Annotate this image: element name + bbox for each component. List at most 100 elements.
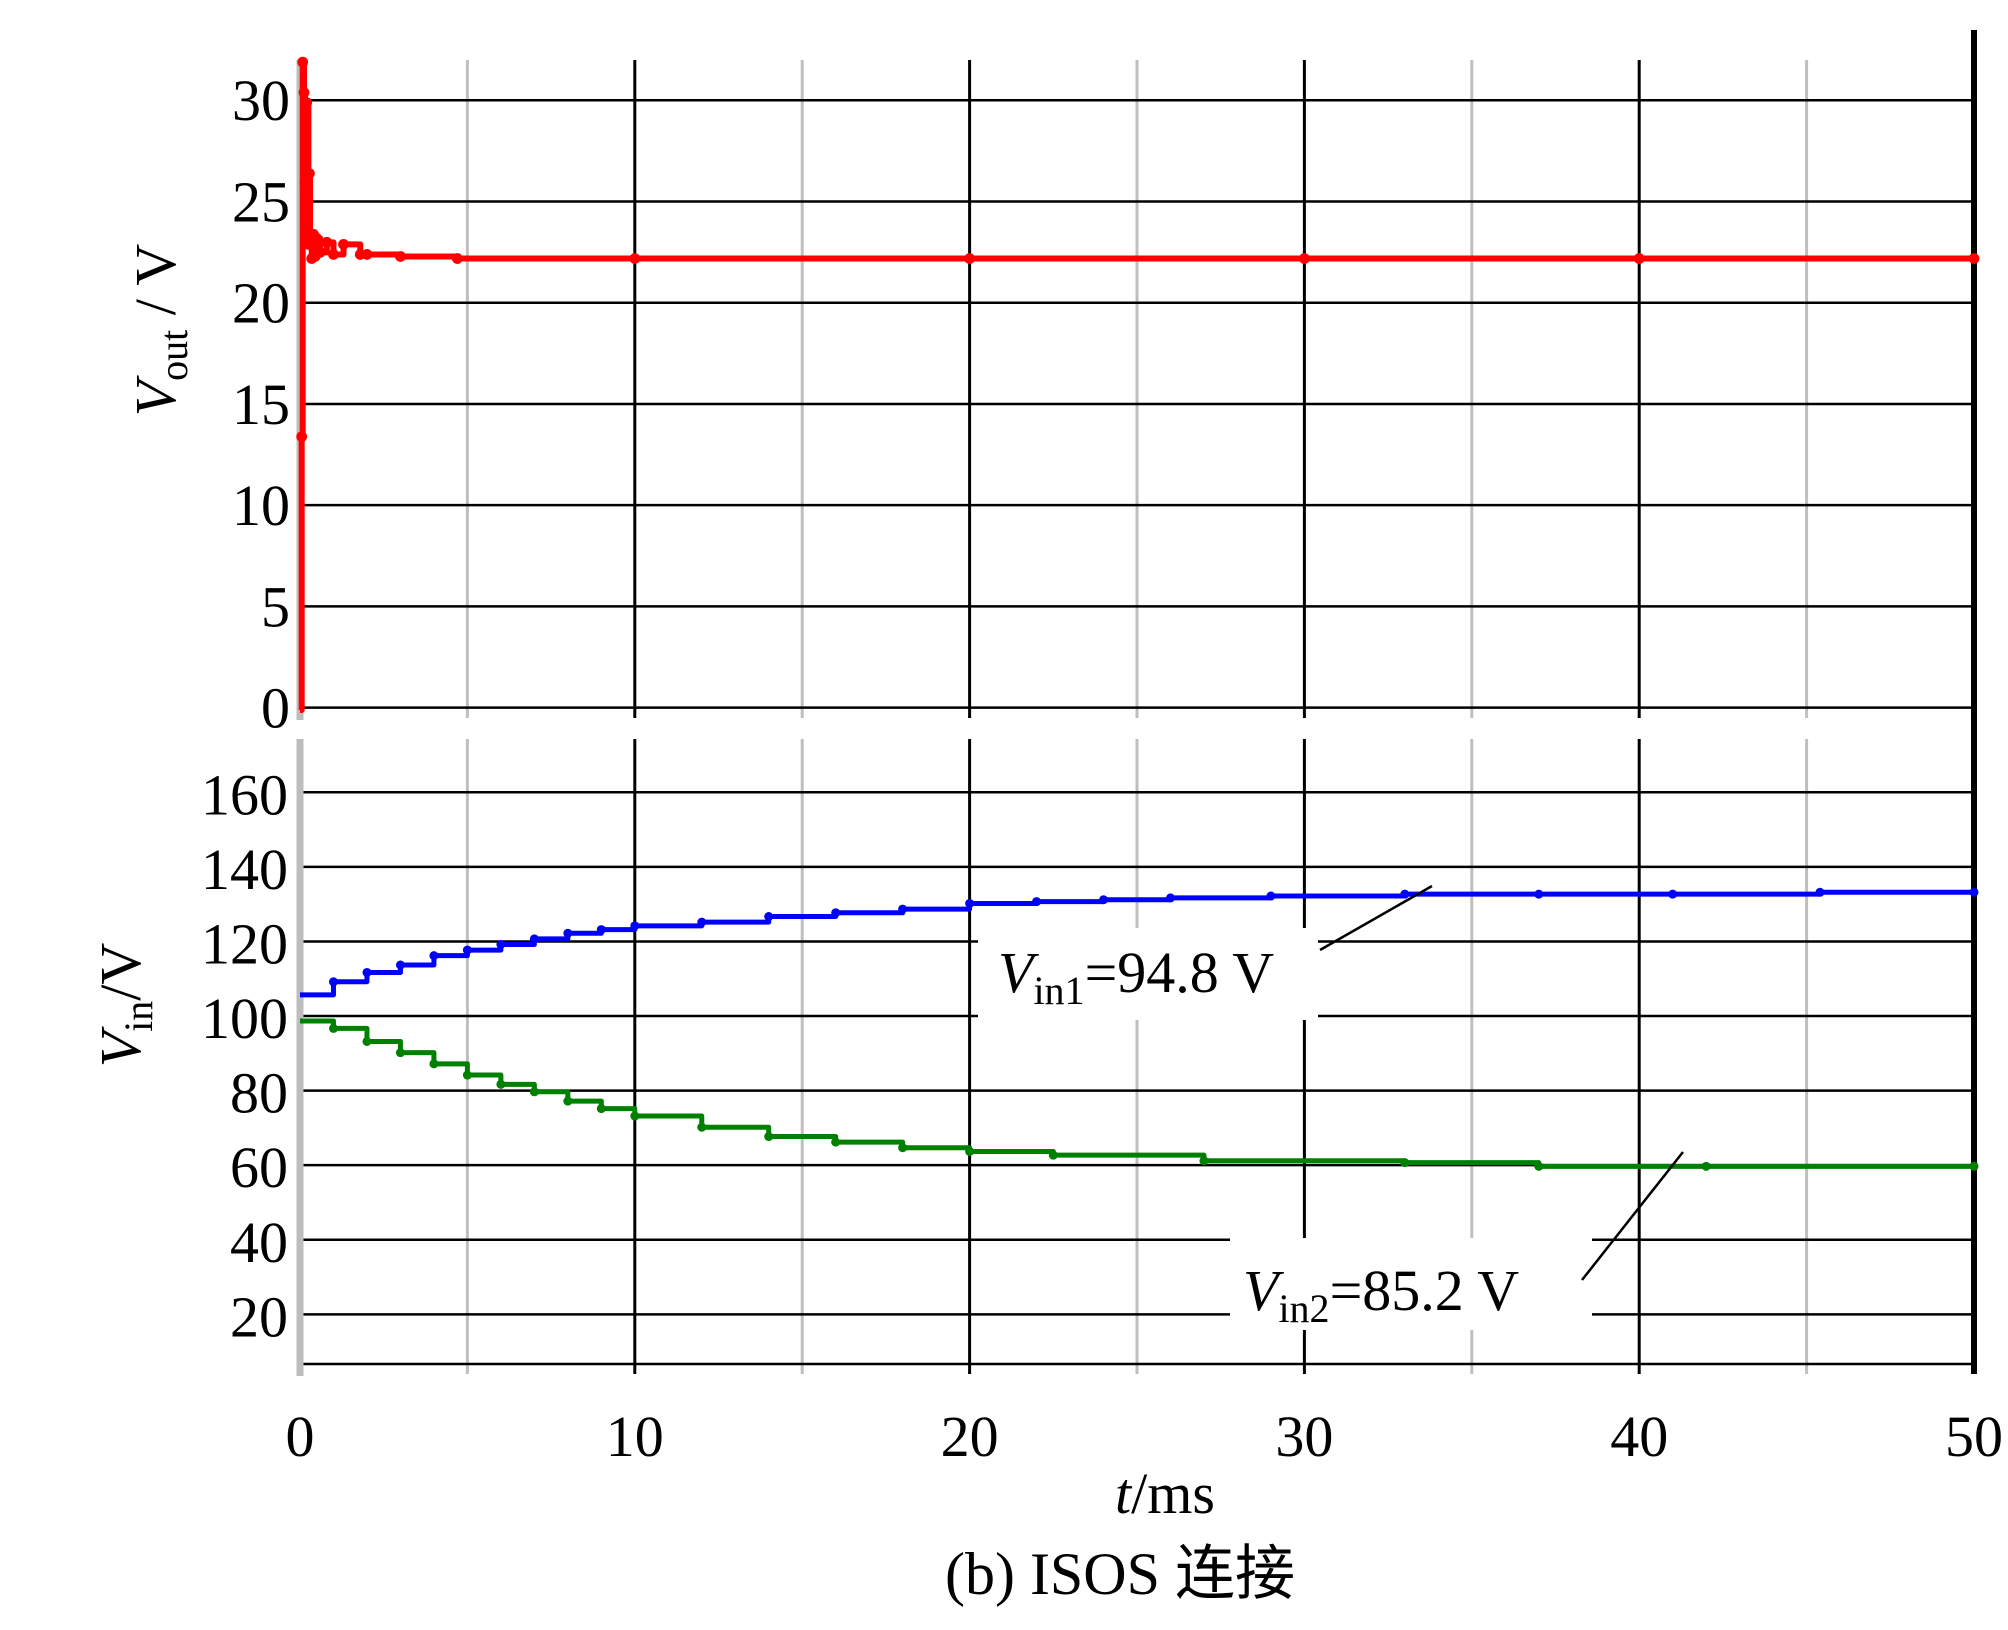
x-tick-label: 0 — [286, 1404, 315, 1469]
top-panel-series — [296, 56, 1980, 713]
series-point — [328, 1023, 338, 1033]
series-point — [630, 921, 640, 931]
bottom-y-axis-label: Vin/V — [88, 943, 161, 1068]
series-point — [321, 236, 333, 248]
series-point — [1668, 889, 1678, 899]
series-point — [496, 939, 506, 949]
series-point — [311, 232, 323, 244]
vin1-annotation: Vin1=94.8 V — [998, 940, 1274, 1013]
series-point — [563, 1096, 573, 1106]
series-point — [1099, 895, 1109, 905]
top-y-tick-label: 10 — [232, 473, 290, 538]
series-point — [362, 1036, 372, 1046]
bottom-panel-grid — [296, 709, 1977, 1376]
series-point — [831, 908, 841, 918]
series-point — [1701, 1161, 1711, 1171]
bottom-panel-series — [300, 887, 1979, 1171]
series-point — [1299, 253, 1310, 264]
series-point — [965, 1146, 975, 1156]
series-point — [898, 904, 908, 914]
bottom-y-tick-label: 20 — [230, 1284, 288, 1349]
series-point — [630, 1111, 640, 1121]
series-point — [697, 917, 707, 927]
series-point — [965, 898, 975, 908]
top-panel-grid — [296, 30, 1977, 720]
bottom-panel-tick-labels: 20 40 60 80 100 120 140 160 0 10 20 30 40 50 — [201, 762, 2003, 1469]
series-point — [1032, 897, 1042, 907]
series-point — [764, 1132, 774, 1142]
series-point — [496, 1079, 506, 1089]
series-point — [298, 87, 310, 98]
bottom-y-tick-label: 40 — [230, 1210, 288, 1275]
series-point — [1969, 1161, 1979, 1171]
vin2-annotation: Vin2=85.2 V — [1243, 1258, 1519, 1331]
top-y-tick-label: 25 — [232, 169, 290, 234]
series-point — [529, 1087, 539, 1097]
vin1-annotation-leader — [1319, 884, 1433, 952]
bottom-y-tick-label: 160 — [201, 762, 288, 827]
series-point — [297, 56, 309, 68]
bottom-y-tick-label: 140 — [201, 837, 288, 902]
bottom-y-tick-label: 120 — [201, 911, 288, 976]
top-y-tick-label: 0 — [261, 676, 290, 741]
series-point — [328, 249, 339, 260]
series-point — [629, 253, 641, 264]
x-tick-label: 40 — [1610, 1404, 1668, 1469]
x-tick-label: 20 — [941, 1404, 999, 1469]
x-tick-label: 10 — [606, 1404, 664, 1469]
x-axis-label: t/ms — [1115, 1461, 1215, 1526]
series-point — [395, 1048, 405, 1058]
series-point — [361, 249, 373, 260]
series-point — [301, 97, 313, 109]
series-point — [1266, 891, 1276, 901]
series-point — [1969, 887, 1979, 897]
series-point — [296, 431, 308, 443]
series-point — [596, 1104, 606, 1114]
series-point — [1534, 889, 1544, 899]
vin2-annotation-leader — [1581, 1151, 1684, 1281]
top-y-tick-label: 5 — [261, 574, 290, 639]
top-panel-tick-labels: 0 5 10 15 20 25 30 — [232, 68, 290, 740]
series-point — [462, 1070, 472, 1080]
series-point — [563, 928, 573, 938]
series-point — [1048, 1150, 1058, 1160]
series-point — [898, 1143, 908, 1153]
series-point — [1165, 893, 1175, 903]
top-y-tick-label: 15 — [232, 372, 290, 437]
bottom-y-tick-label: 100 — [201, 986, 288, 1051]
series-point — [1400, 1158, 1410, 1168]
series-point — [697, 1122, 707, 1132]
series-point — [299, 178, 311, 190]
series-point — [831, 1137, 841, 1147]
series-point — [338, 238, 349, 250]
series-point — [1199, 1156, 1209, 1166]
series-point — [596, 925, 606, 935]
series-point — [1815, 887, 1825, 897]
series-point — [1534, 1161, 1544, 1171]
vin1-annotation-background — [978, 928, 1318, 1020]
series-point — [314, 247, 326, 258]
x-tick-label: 30 — [1275, 1404, 1333, 1469]
top-y-tick-label: 20 — [232, 271, 290, 336]
bottom-y-tick-label: 80 — [230, 1061, 288, 1126]
series-point — [1400, 889, 1410, 899]
figure-caption: (b) ISOS 连接 — [945, 1541, 1295, 1607]
series-point — [529, 934, 539, 944]
series-point — [1968, 253, 1980, 264]
top-y-tick-label: 30 — [232, 68, 290, 133]
series-point — [303, 168, 315, 179]
series-point — [395, 960, 405, 970]
series-point — [764, 912, 774, 922]
series-point — [302, 238, 314, 250]
series-point — [451, 253, 463, 264]
series-point — [362, 967, 372, 977]
series-point — [429, 951, 439, 961]
series-point — [964, 253, 975, 264]
top-y-axis-label: Vout / V — [123, 244, 196, 417]
series-point — [395, 251, 406, 262]
bottom-y-tick-label: 60 — [230, 1135, 288, 1200]
series-point — [1633, 253, 1645, 264]
x-tick-label: 50 — [1945, 1404, 2003, 1469]
vin2-annotation-background — [1230, 1238, 1592, 1330]
